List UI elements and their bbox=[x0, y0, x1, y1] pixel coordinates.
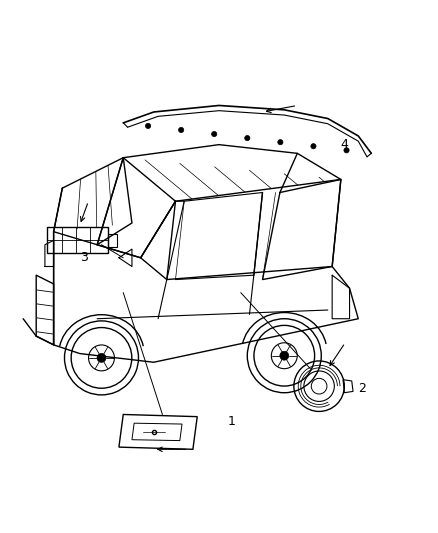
Circle shape bbox=[280, 351, 289, 360]
Text: 4: 4 bbox=[341, 138, 349, 151]
Circle shape bbox=[245, 135, 250, 141]
Circle shape bbox=[278, 140, 283, 145]
Circle shape bbox=[145, 123, 151, 128]
Circle shape bbox=[344, 148, 349, 153]
Text: 1: 1 bbox=[228, 415, 236, 427]
Circle shape bbox=[97, 353, 106, 362]
Circle shape bbox=[179, 127, 184, 133]
Text: 2: 2 bbox=[358, 382, 366, 395]
Text: 3: 3 bbox=[80, 251, 88, 264]
Circle shape bbox=[212, 132, 217, 136]
Circle shape bbox=[311, 143, 316, 149]
